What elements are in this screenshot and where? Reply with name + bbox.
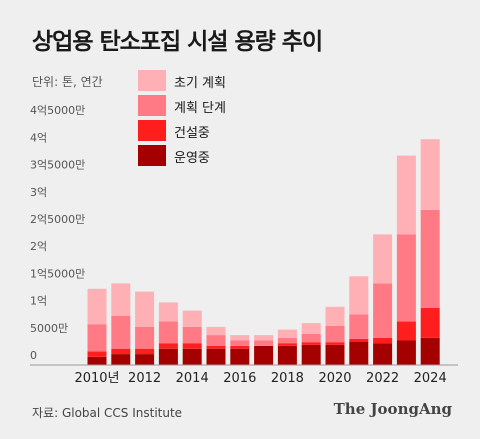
x-tick-label: 2010년 bbox=[74, 371, 119, 386]
legend-label: 운영중 bbox=[174, 151, 210, 166]
y-tick-label: 1억5000만 bbox=[30, 267, 85, 280]
bar-segment bbox=[301, 342, 321, 345]
legend-swatch-initial-plan bbox=[138, 70, 166, 91]
bar-segment bbox=[206, 335, 226, 346]
bar-segment bbox=[396, 340, 416, 365]
bar-segment bbox=[158, 343, 178, 349]
bar-segment bbox=[111, 354, 131, 365]
bar-segment bbox=[87, 288, 107, 325]
bar-segment bbox=[87, 351, 107, 357]
bar-segment bbox=[396, 234, 416, 322]
x-tick-label: 2016 bbox=[223, 371, 256, 386]
y-tick-label: 4억 bbox=[30, 131, 47, 144]
bar-segment bbox=[111, 348, 131, 355]
bar-segment bbox=[373, 283, 393, 338]
bar-segment bbox=[182, 310, 202, 327]
bar-segment bbox=[135, 348, 155, 355]
bar-segment bbox=[277, 346, 297, 365]
bar-segment bbox=[301, 344, 321, 365]
x-tick-label: 2014 bbox=[176, 371, 209, 386]
bar-segment bbox=[420, 139, 440, 210]
bar-segment bbox=[182, 348, 202, 365]
bar-segment bbox=[135, 326, 155, 349]
x-tick-label: 2020 bbox=[318, 371, 351, 386]
bar-segment bbox=[111, 316, 131, 349]
bar-segment bbox=[277, 337, 297, 344]
bar-segment bbox=[158, 321, 178, 344]
bar-segment bbox=[349, 276, 369, 315]
bar-segment bbox=[301, 334, 321, 343]
source-note: 자료: Global CCS Institute bbox=[32, 406, 183, 420]
bar-segment bbox=[158, 348, 178, 365]
x-tick-label: 2012 bbox=[128, 371, 161, 386]
y-tick-label: 3억5000만 bbox=[30, 159, 85, 172]
bar-segment bbox=[206, 348, 226, 365]
bar-segment bbox=[87, 324, 107, 352]
bar-segment bbox=[158, 302, 178, 322]
x-tick-label: 2018 bbox=[271, 371, 304, 386]
y-tick-label: 0 bbox=[30, 349, 37, 362]
bar-segment bbox=[254, 340, 274, 346]
bar-segment bbox=[373, 234, 393, 284]
legend-label: 초기 계획 bbox=[174, 76, 226, 91]
legend-swatch-construction bbox=[138, 120, 166, 141]
bar-segment bbox=[420, 307, 440, 338]
y-tick-label: 4억5000만 bbox=[30, 104, 85, 117]
bar-segment bbox=[206, 326, 226, 336]
bar-segment bbox=[301, 323, 321, 334]
chart-title: 상업용 탄소포집 시설 용량 추이 bbox=[32, 29, 323, 55]
x-tick-label: 2024 bbox=[414, 371, 447, 386]
bar-segment bbox=[420, 210, 440, 308]
bar-segment bbox=[325, 342, 345, 345]
bar-segment bbox=[349, 341, 369, 365]
legend-swatch-operating bbox=[138, 145, 166, 166]
y-tick-label: 2억5000만 bbox=[30, 213, 85, 226]
bar-segment bbox=[349, 314, 369, 339]
bar-segment bbox=[230, 335, 250, 341]
legend-swatch-planning bbox=[138, 95, 166, 116]
legend-label: 계획 단계 bbox=[174, 101, 226, 116]
y-tick-label: 3억 bbox=[30, 186, 47, 199]
bar-segment bbox=[182, 326, 202, 344]
bar-segment bbox=[230, 346, 250, 349]
y-tick-label: 5000만 bbox=[30, 322, 68, 335]
brand-logo: The JoongAng bbox=[333, 400, 452, 418]
bar-segment bbox=[420, 337, 440, 365]
bar-segment bbox=[277, 329, 297, 338]
legend-label: 건설중 bbox=[174, 126, 210, 141]
bar-segment bbox=[396, 155, 416, 235]
bar-segment bbox=[87, 356, 107, 365]
unit-label: 단위: 톤, 연간 bbox=[32, 75, 103, 89]
bar-segment bbox=[135, 291, 155, 327]
bar-segment bbox=[182, 343, 202, 349]
bar-segment bbox=[277, 343, 297, 346]
bar-segment bbox=[373, 343, 393, 365]
y-tick-label: 2억 bbox=[30, 240, 47, 253]
bar-segment bbox=[349, 338, 369, 342]
bar-segment bbox=[254, 346, 274, 365]
bar-segment bbox=[325, 306, 345, 326]
bar-segment bbox=[325, 325, 345, 343]
bar-segment bbox=[135, 354, 155, 365]
bar-segment bbox=[230, 348, 250, 365]
bar-segment bbox=[230, 340, 250, 346]
bar-segment bbox=[254, 335, 274, 341]
bar-segment bbox=[111, 283, 131, 316]
bar-segment bbox=[206, 346, 226, 349]
x-tick-label: 2022 bbox=[366, 371, 399, 386]
bar-segment bbox=[325, 344, 345, 365]
bar-segment bbox=[373, 337, 393, 344]
bar-segment bbox=[396, 321, 416, 341]
y-tick-label: 1억 bbox=[30, 295, 47, 308]
